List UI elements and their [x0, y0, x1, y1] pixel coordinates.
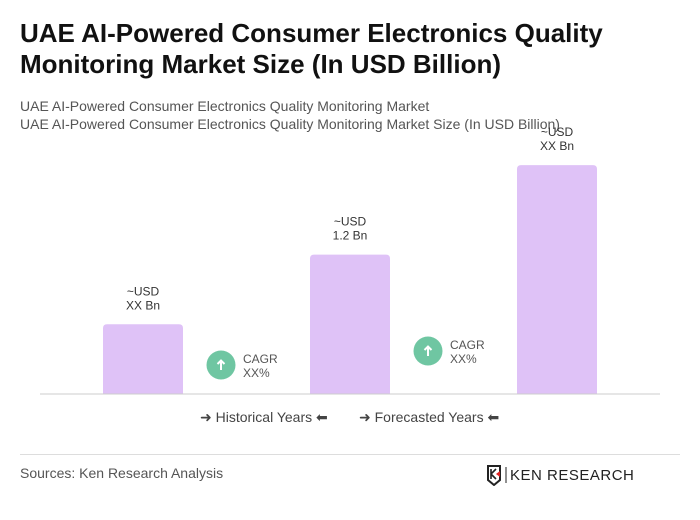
bar: [310, 254, 390, 394]
svg-text:KEN RESEARCH: KEN RESEARCH: [510, 467, 634, 484]
cagr-label: XX%: [243, 366, 270, 380]
subtitle: UAE AI-Powered Consumer Electronics Qual…: [20, 98, 430, 114]
source-text: Sources: Ken Research Analysis: [20, 465, 224, 481]
bar: [517, 165, 597, 394]
bar: [103, 324, 183, 394]
arrow-up-icon: [423, 345, 433, 356]
ken-research-logo: KEN RESEARCH: [487, 465, 634, 486]
data-label: ~USD: [541, 125, 574, 139]
subtitle-2: UAE AI-Powered Consumer Electronics Qual…: [20, 116, 560, 132]
cagr-label: XX%: [450, 352, 477, 366]
data-label: XX Bn: [126, 298, 160, 312]
cagr-label: CAGR: [450, 338, 485, 352]
data-label: ~USD: [334, 215, 367, 229]
legend-historical-label: Historical Years: [215, 409, 313, 425]
page-title: UAE AI-Powered Consumer Electronics Qual…: [20, 18, 603, 79]
footer-divider: [20, 454, 680, 455]
legend-forecasted: ➜ Forecasted Years ⬅: [359, 409, 500, 425]
legend-forecasted-label: Forecasted Years: [374, 409, 484, 425]
arrow-up-icon: [216, 359, 226, 370]
legend-historical: ➜ Historical Years ⬅: [200, 409, 328, 425]
data-label: XX Bn: [540, 139, 574, 153]
data-label: ~USD: [127, 284, 160, 298]
data-label: 1.2 Bn: [333, 229, 368, 243]
cagr-label: CAGR: [243, 352, 278, 366]
